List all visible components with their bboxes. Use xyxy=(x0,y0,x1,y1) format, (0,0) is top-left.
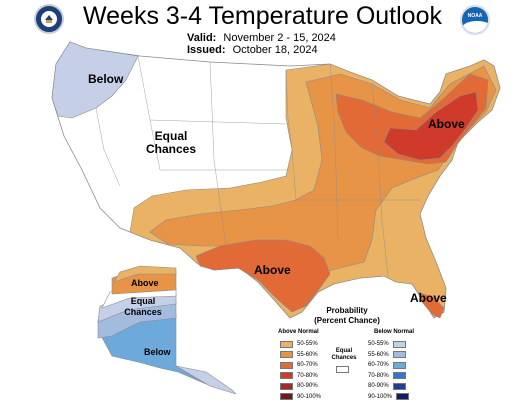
valid-line: Valid: November 2 - 15, 2024 xyxy=(187,32,336,44)
legend-below-row: 50-55% xyxy=(368,340,406,348)
legend-above-row: 80-90% xyxy=(280,382,318,390)
above-60-fl-region xyxy=(417,291,445,319)
legend-below-row: 70-80% xyxy=(368,372,406,380)
label-ak-equal: Equal Chances xyxy=(124,296,162,317)
legend-below-swatch xyxy=(396,393,410,400)
legend-below-label: 50-55% xyxy=(368,341,389,347)
legend-below-row: 80-90% xyxy=(368,382,406,390)
legend-below-label: 60-70% xyxy=(368,362,389,368)
legend-below-row: 55-60% xyxy=(368,351,406,359)
legend-above-row: 70-80% xyxy=(280,372,318,380)
legend-below-row: 90-100% xyxy=(368,393,410,401)
legend-below-header: Below Normal xyxy=(374,329,415,335)
label-ak-above: Above xyxy=(131,278,159,288)
label-equal-chances: Equal Chances xyxy=(145,129,197,156)
legend-above-label: 90-100% xyxy=(297,393,322,400)
legend-below-label: 80-90% xyxy=(368,383,389,389)
legend-above-row: 90-100% xyxy=(280,393,321,401)
page-title: Weeks 3-4 Temperature Outlook xyxy=(83,2,442,30)
legend-above-label: 70-80% xyxy=(297,372,318,379)
legend-below-label: 55-60% xyxy=(368,351,389,358)
legend-above-header: Above Normal xyxy=(278,329,319,335)
label-below-nw: Below xyxy=(88,72,124,86)
noaa-logo-text: NOAA xyxy=(467,13,483,19)
alaska-panhandle xyxy=(175,365,237,395)
legend-above-label: 50-55% xyxy=(297,341,318,347)
issued-value: October 18, 2024 xyxy=(232,44,318,56)
state-lines xyxy=(95,55,420,277)
legend-above-row: 55-60% xyxy=(280,351,318,359)
label-above-fl: Above xyxy=(410,291,447,305)
legend-above-swatch xyxy=(280,382,293,390)
legend-equal-label: Equal Chances xyxy=(326,348,362,362)
legend-below-swatch xyxy=(392,361,406,369)
legend-above-swatch xyxy=(280,372,293,379)
legend-above-swatch xyxy=(280,361,293,369)
legend-below-swatch xyxy=(392,340,406,348)
legend-above-row: 60-70% xyxy=(280,361,318,369)
doc-seal-icon xyxy=(34,4,64,34)
legend-below-row: 60-70% xyxy=(368,361,406,369)
legend-below-swatch xyxy=(392,351,406,358)
legend-above-label: 80-90% xyxy=(297,383,318,389)
label-above-ne: Above xyxy=(428,117,465,131)
legend-above-label: 55-60% xyxy=(297,351,318,358)
label-ak-below: Below xyxy=(144,347,171,357)
legend-below-swatch xyxy=(392,382,406,390)
valid-label: Valid: xyxy=(187,32,217,44)
legend-above-swatch xyxy=(280,393,293,400)
valid-value: November 2 - 15, 2024 xyxy=(223,32,336,44)
legend-above-swatch xyxy=(280,340,293,348)
legend-title-line1: Probability xyxy=(326,306,368,315)
legend-equal-swatch xyxy=(336,366,349,373)
legend-title-line2: (Percent Chance) xyxy=(314,316,380,325)
legend-below-swatch xyxy=(392,372,406,379)
label-above-tx: Above xyxy=(254,263,291,277)
above-70-ne-region xyxy=(383,91,479,161)
alaska-above-50 xyxy=(113,265,177,283)
legend-above-swatch xyxy=(280,351,293,358)
legend-above-label: 60-70% xyxy=(297,362,318,368)
issued-label: Issued: xyxy=(187,44,226,56)
legend-above-row: 50-55% xyxy=(280,340,318,348)
legend-below-label: 90-100% xyxy=(368,393,393,400)
legend-title: Probability (Percent Chance) xyxy=(292,306,402,326)
noaa-logo-icon: NOAA xyxy=(460,5,490,35)
above-60-tx-region xyxy=(195,239,331,313)
issued-line: Issued: October 18, 2024 xyxy=(187,44,318,56)
legend-equal-line1: Equal xyxy=(335,348,353,354)
legend-equal-line2: Chances xyxy=(331,355,357,361)
legend-below-label: 70-80% xyxy=(368,372,389,379)
